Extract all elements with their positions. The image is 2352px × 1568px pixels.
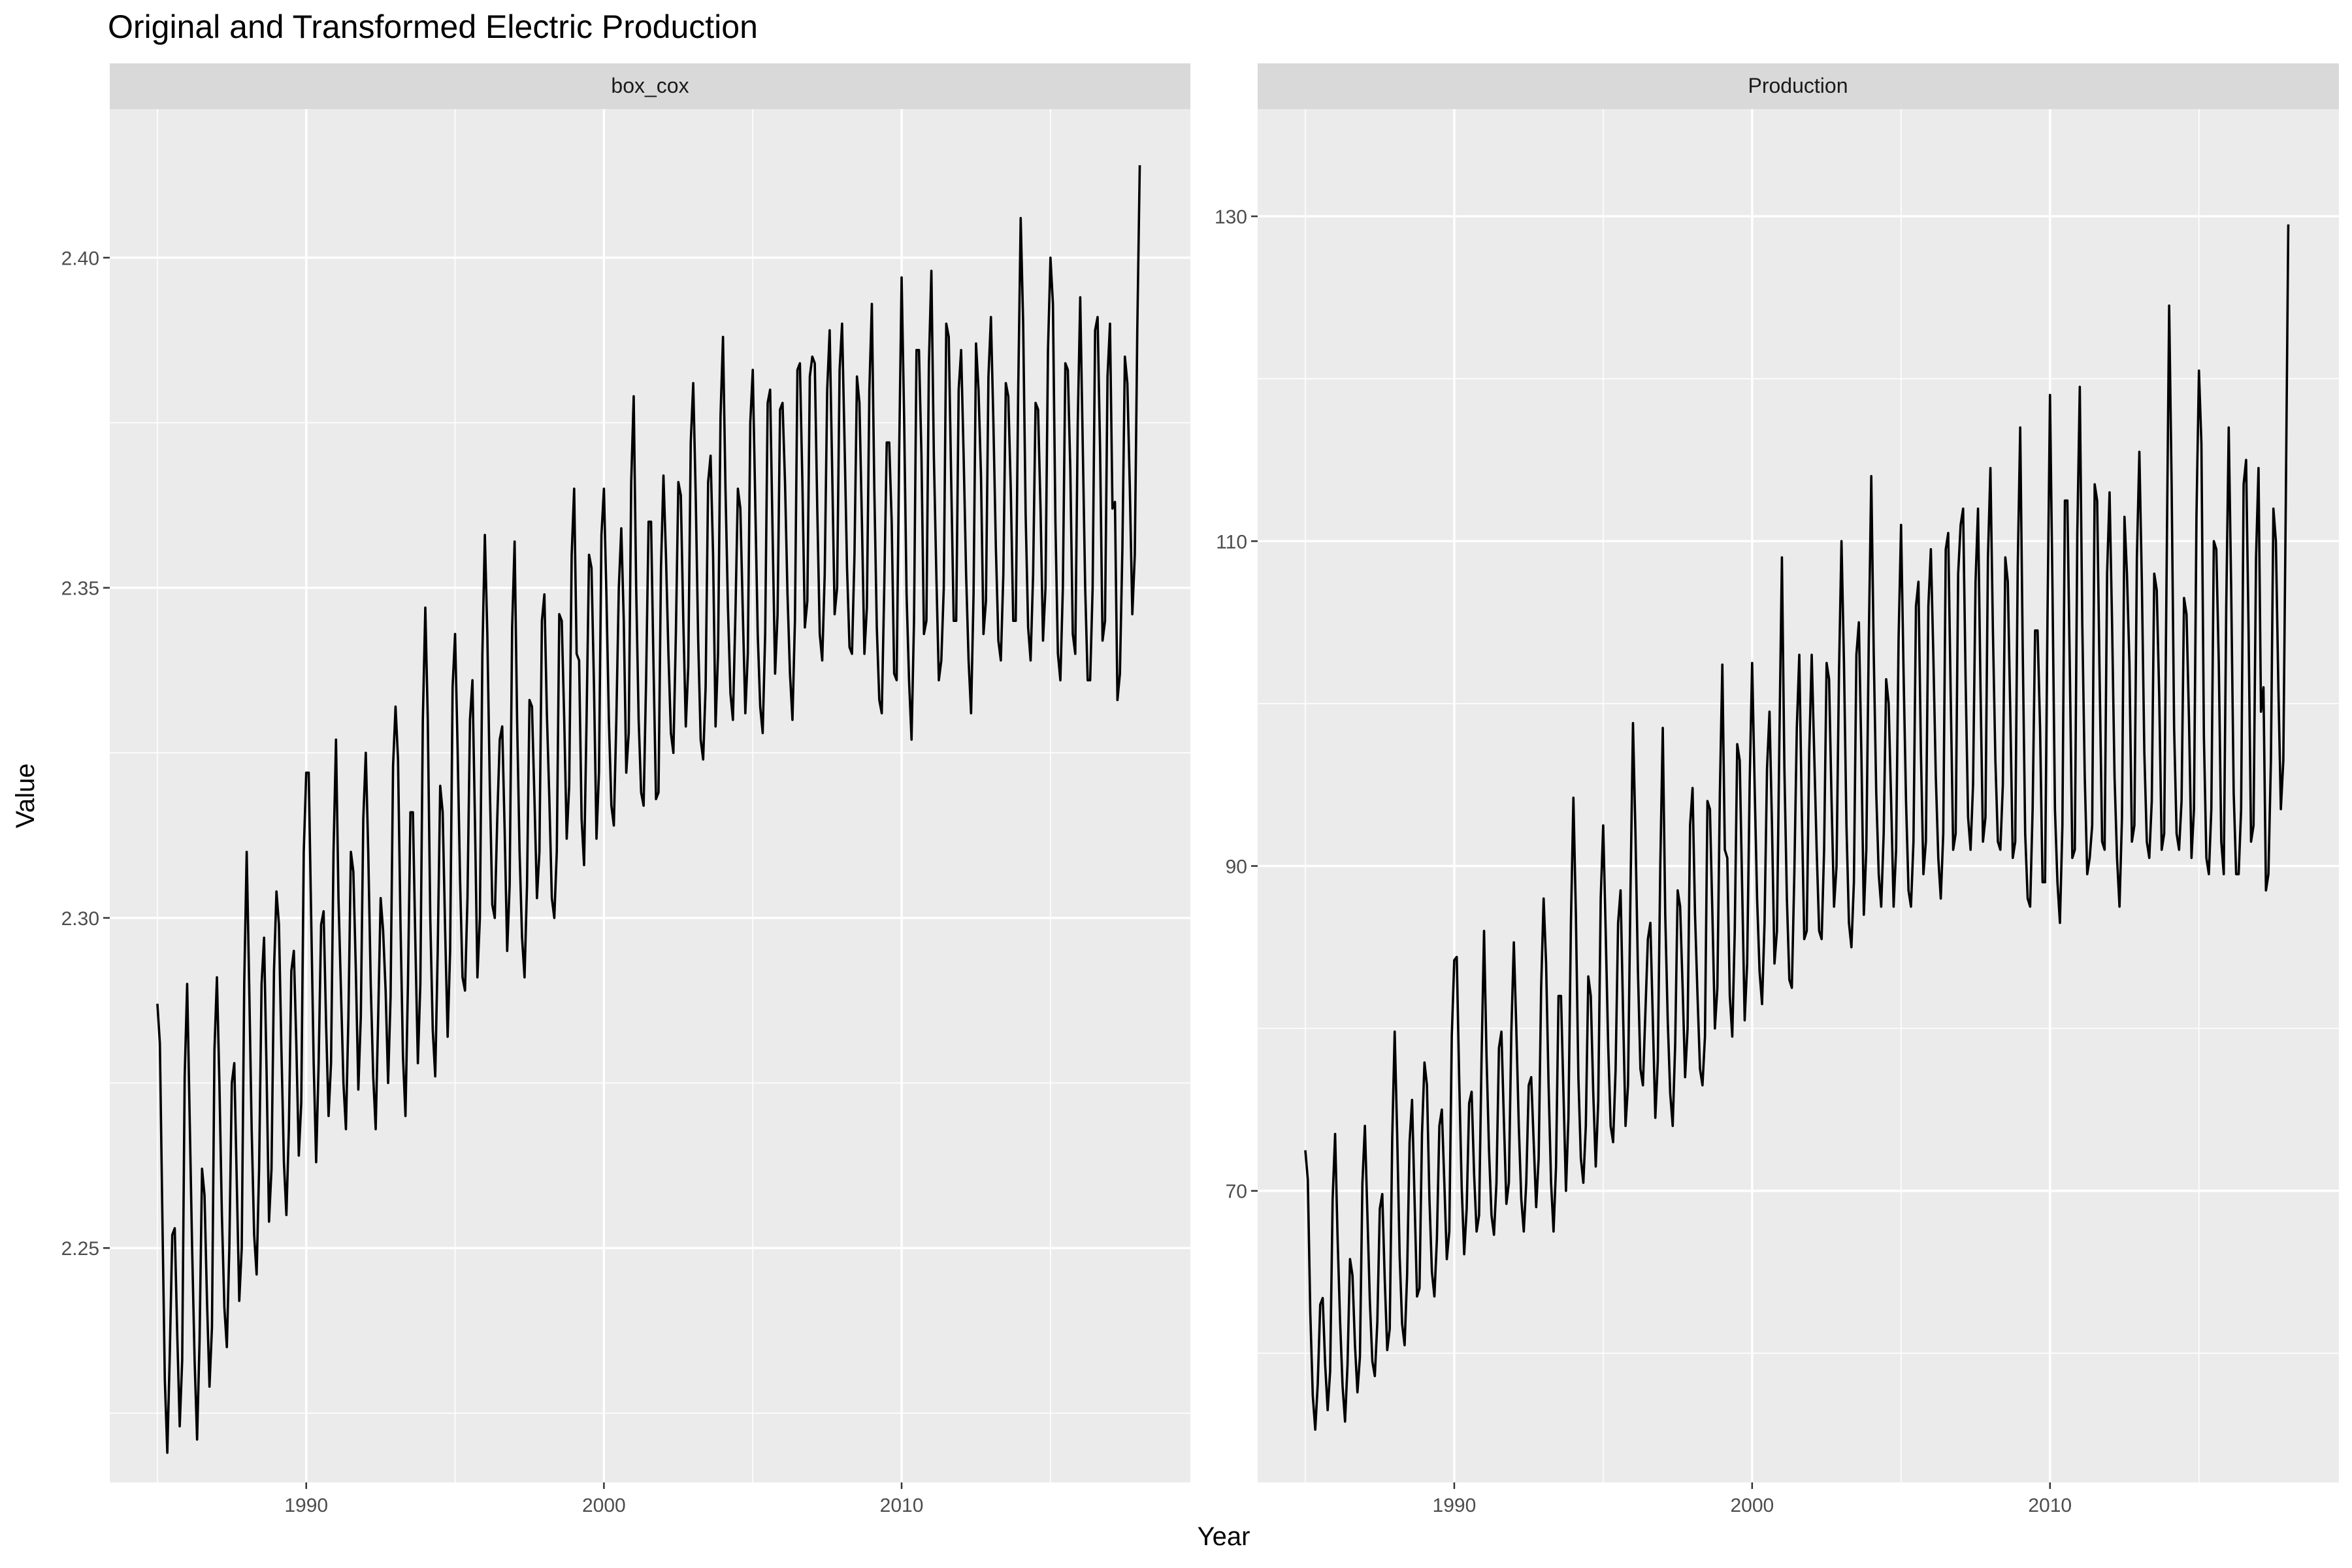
y-tick-label: 2.40	[61, 248, 99, 269]
y-tick-label: 2.30	[61, 908, 99, 930]
axis-ticks: 1990 2000 2010 70 90 110 130	[1215, 206, 2072, 1516]
facet-box-cox: box_cox 1990 2000 2010 2.25 2.30 2.35 2.40	[61, 63, 1190, 1516]
strip-label: Production	[1748, 74, 1848, 97]
panel-background	[1258, 109, 2339, 1482]
strip-background	[110, 63, 1190, 109]
series-line-box-cox	[156, 165, 1141, 1454]
x-tick-label: 2010	[880, 1495, 924, 1516]
x-axis-title: Year	[1198, 1522, 1250, 1551]
axis-ticks: 1990 2000 2010 2.25 2.30 2.35 2.40	[61, 248, 924, 1516]
x-tick-label: 2000	[582, 1495, 626, 1516]
x-tick-label: 2000	[1730, 1495, 1774, 1516]
y-tick-label: 70	[1226, 1181, 1247, 1203]
facet-production: Production 1990 2000 2010 70 90 110 130	[1215, 63, 2339, 1516]
x-tick-label: 1990	[1433, 1495, 1477, 1516]
y-tick-label: 2.35	[61, 578, 99, 600]
x-tick-label: 1990	[284, 1495, 328, 1516]
y-tick-label: 130	[1215, 206, 1247, 228]
y-tick-label: 90	[1226, 857, 1247, 878]
gridlines	[110, 109, 1190, 1482]
series-line-production	[1304, 224, 2290, 1431]
chart-title: Original and Transformed Electric Produc…	[108, 8, 758, 45]
panel-background	[110, 109, 1190, 1482]
y-tick-label: 2.25	[61, 1238, 99, 1260]
strip-label: box_cox	[611, 74, 689, 97]
x-tick-label: 2010	[2028, 1495, 2072, 1516]
y-tick-label: 110	[1216, 531, 1247, 553]
strip-background	[1258, 63, 2339, 109]
y-axis-title: Value	[11, 763, 40, 828]
